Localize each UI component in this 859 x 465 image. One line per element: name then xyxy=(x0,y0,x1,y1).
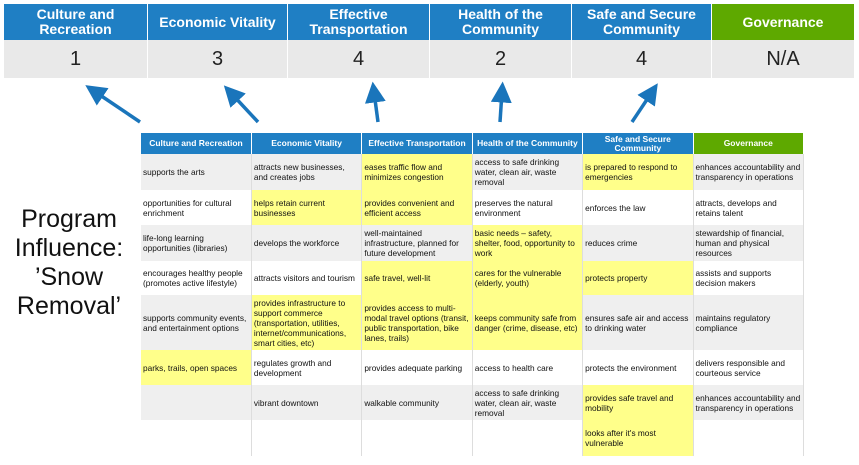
arrow-icon xyxy=(630,83,658,123)
category-header: Effective Transportation xyxy=(288,4,430,40)
table-cell xyxy=(251,420,363,456)
table-cell: maintains regulatory compliance xyxy=(693,295,805,350)
table-cell: assists and supports decision makers xyxy=(693,261,805,295)
table-cell: walkable community xyxy=(361,385,473,420)
table-column-header: Governance xyxy=(693,133,805,154)
category-header: Governance xyxy=(712,4,855,40)
arrow-icon xyxy=(85,85,141,124)
influence-table: Culture and Recreation Economic Vitality E… xyxy=(141,133,805,456)
table-row: parks, trails, open spaces regulates grow… xyxy=(141,350,805,385)
table-cell: preserves the natural environment xyxy=(472,190,584,225)
table-cell: supports community events, and entertain… xyxy=(141,295,252,350)
category-score: 4 xyxy=(288,40,430,78)
table-cell xyxy=(141,420,252,456)
table-cell: regulates growth and development xyxy=(251,350,363,385)
table-cell: attracts new businesses, and creates job… xyxy=(251,154,363,190)
table-cell xyxy=(693,420,805,456)
table-column-header: Economic Vitality xyxy=(251,133,363,154)
category-score: 2 xyxy=(430,40,572,78)
table-cell: looks after it's most vulnerable xyxy=(582,420,694,456)
category-header: Health of the Community xyxy=(430,4,572,40)
table-cell: access to safe drinking water, clean air… xyxy=(472,385,584,420)
table-cell: eases traffic flow and minimizes congest… xyxy=(361,154,473,190)
table-column-header: Health of the Community xyxy=(472,133,584,154)
table-cell: helps retain current businesses xyxy=(251,190,363,225)
table-cell: supports the arts xyxy=(141,154,252,190)
category-header: Economic Vitality xyxy=(148,4,288,40)
table-cell: develops the workforce xyxy=(251,225,363,261)
table-cell: ensures safe air and access to drinking … xyxy=(582,295,694,350)
table-cell: provides safe travel and mobility xyxy=(582,385,694,420)
table-cell: attracts visitors and tourism xyxy=(251,261,363,295)
table-cell: protects the environment xyxy=(582,350,694,385)
table-cell: is prepared to respond to emergencies xyxy=(582,154,694,190)
table-row: supports the arts attracts new businesses… xyxy=(141,154,805,190)
table-cell xyxy=(361,420,473,456)
table-cell: protects property xyxy=(582,261,694,295)
table-row: encourages healthy people (promotes acti… xyxy=(141,261,805,295)
category-score: 4 xyxy=(572,40,712,78)
category-header: Culture and Recreation xyxy=(4,4,148,40)
category-score: N/A xyxy=(712,40,855,78)
table-cell: reduces crime xyxy=(582,225,694,261)
table-cell: access to safe drinking water, clean air… xyxy=(472,154,584,190)
arrow-icon xyxy=(364,81,386,123)
table-column-header: Culture and Recreation xyxy=(141,133,252,154)
table-cell: safe travel, well-lit xyxy=(361,261,473,295)
table-cell: enhances accountability and transparency… xyxy=(693,385,805,420)
table-cell: provides adequate parking xyxy=(361,350,473,385)
table-row: vibrant downtown walkable community access… xyxy=(141,385,805,420)
table-cell: provides infrastructure to support comme… xyxy=(251,295,363,350)
table-cell: life-long learning opportunities (librar… xyxy=(141,225,252,261)
program-influence-label: Program Influence: ’Snow Removal’ xyxy=(14,205,124,320)
table-cell: provides access to multi-modal travel op… xyxy=(361,295,473,350)
table-column-header: Effective Transportation xyxy=(361,133,473,154)
table-cell: vibrant downtown xyxy=(251,385,363,420)
table-cell: keeps community safe from danger (crime,… xyxy=(472,295,584,350)
table-cell: cares for the vulnerable (elderly, youth… xyxy=(472,261,584,295)
table-cell: enforces the law xyxy=(582,190,694,225)
table-cell: access to health care xyxy=(472,350,584,385)
table-column-header: Safe and Secure Community xyxy=(582,133,694,154)
table-row: supports community events, and entertain… xyxy=(141,295,805,350)
table-cell: encourages healthy people (promotes acti… xyxy=(141,261,252,295)
arrow-icon xyxy=(223,85,260,124)
table-row: looks after it's most vulnerable xyxy=(141,420,805,456)
table-cell: delivers responsible and courteous servi… xyxy=(693,350,805,385)
arrow-icon xyxy=(490,81,512,123)
table-cell xyxy=(141,385,252,420)
table-row: opportunities for cultural enrichment hel… xyxy=(141,190,805,225)
table-cell: provides convenient and efficient access xyxy=(361,190,473,225)
table-cell: opportunities for cultural enrichment xyxy=(141,190,252,225)
table-cell: parks, trails, open spaces xyxy=(141,350,252,385)
table-cell: attracts, develops and retains talent xyxy=(693,190,805,225)
table-cell: enhances accountability and transparency… xyxy=(693,154,805,190)
table-cell xyxy=(472,420,584,456)
category-header: Safe and Secure Community xyxy=(572,4,712,40)
category-score: 1 xyxy=(4,40,148,78)
table-cell: well-maintained infrastructure, planned … xyxy=(361,225,473,261)
category-score: 3 xyxy=(148,40,288,78)
score-summary: Culture and Recreation Economic Vitality E… xyxy=(4,4,855,78)
table-cell: basic needs – safety, shelter, food, opp… xyxy=(472,225,584,261)
table-cell: stewardship of financial, human and phys… xyxy=(693,225,805,261)
table-row: life-long learning opportunities (librar… xyxy=(141,225,805,261)
